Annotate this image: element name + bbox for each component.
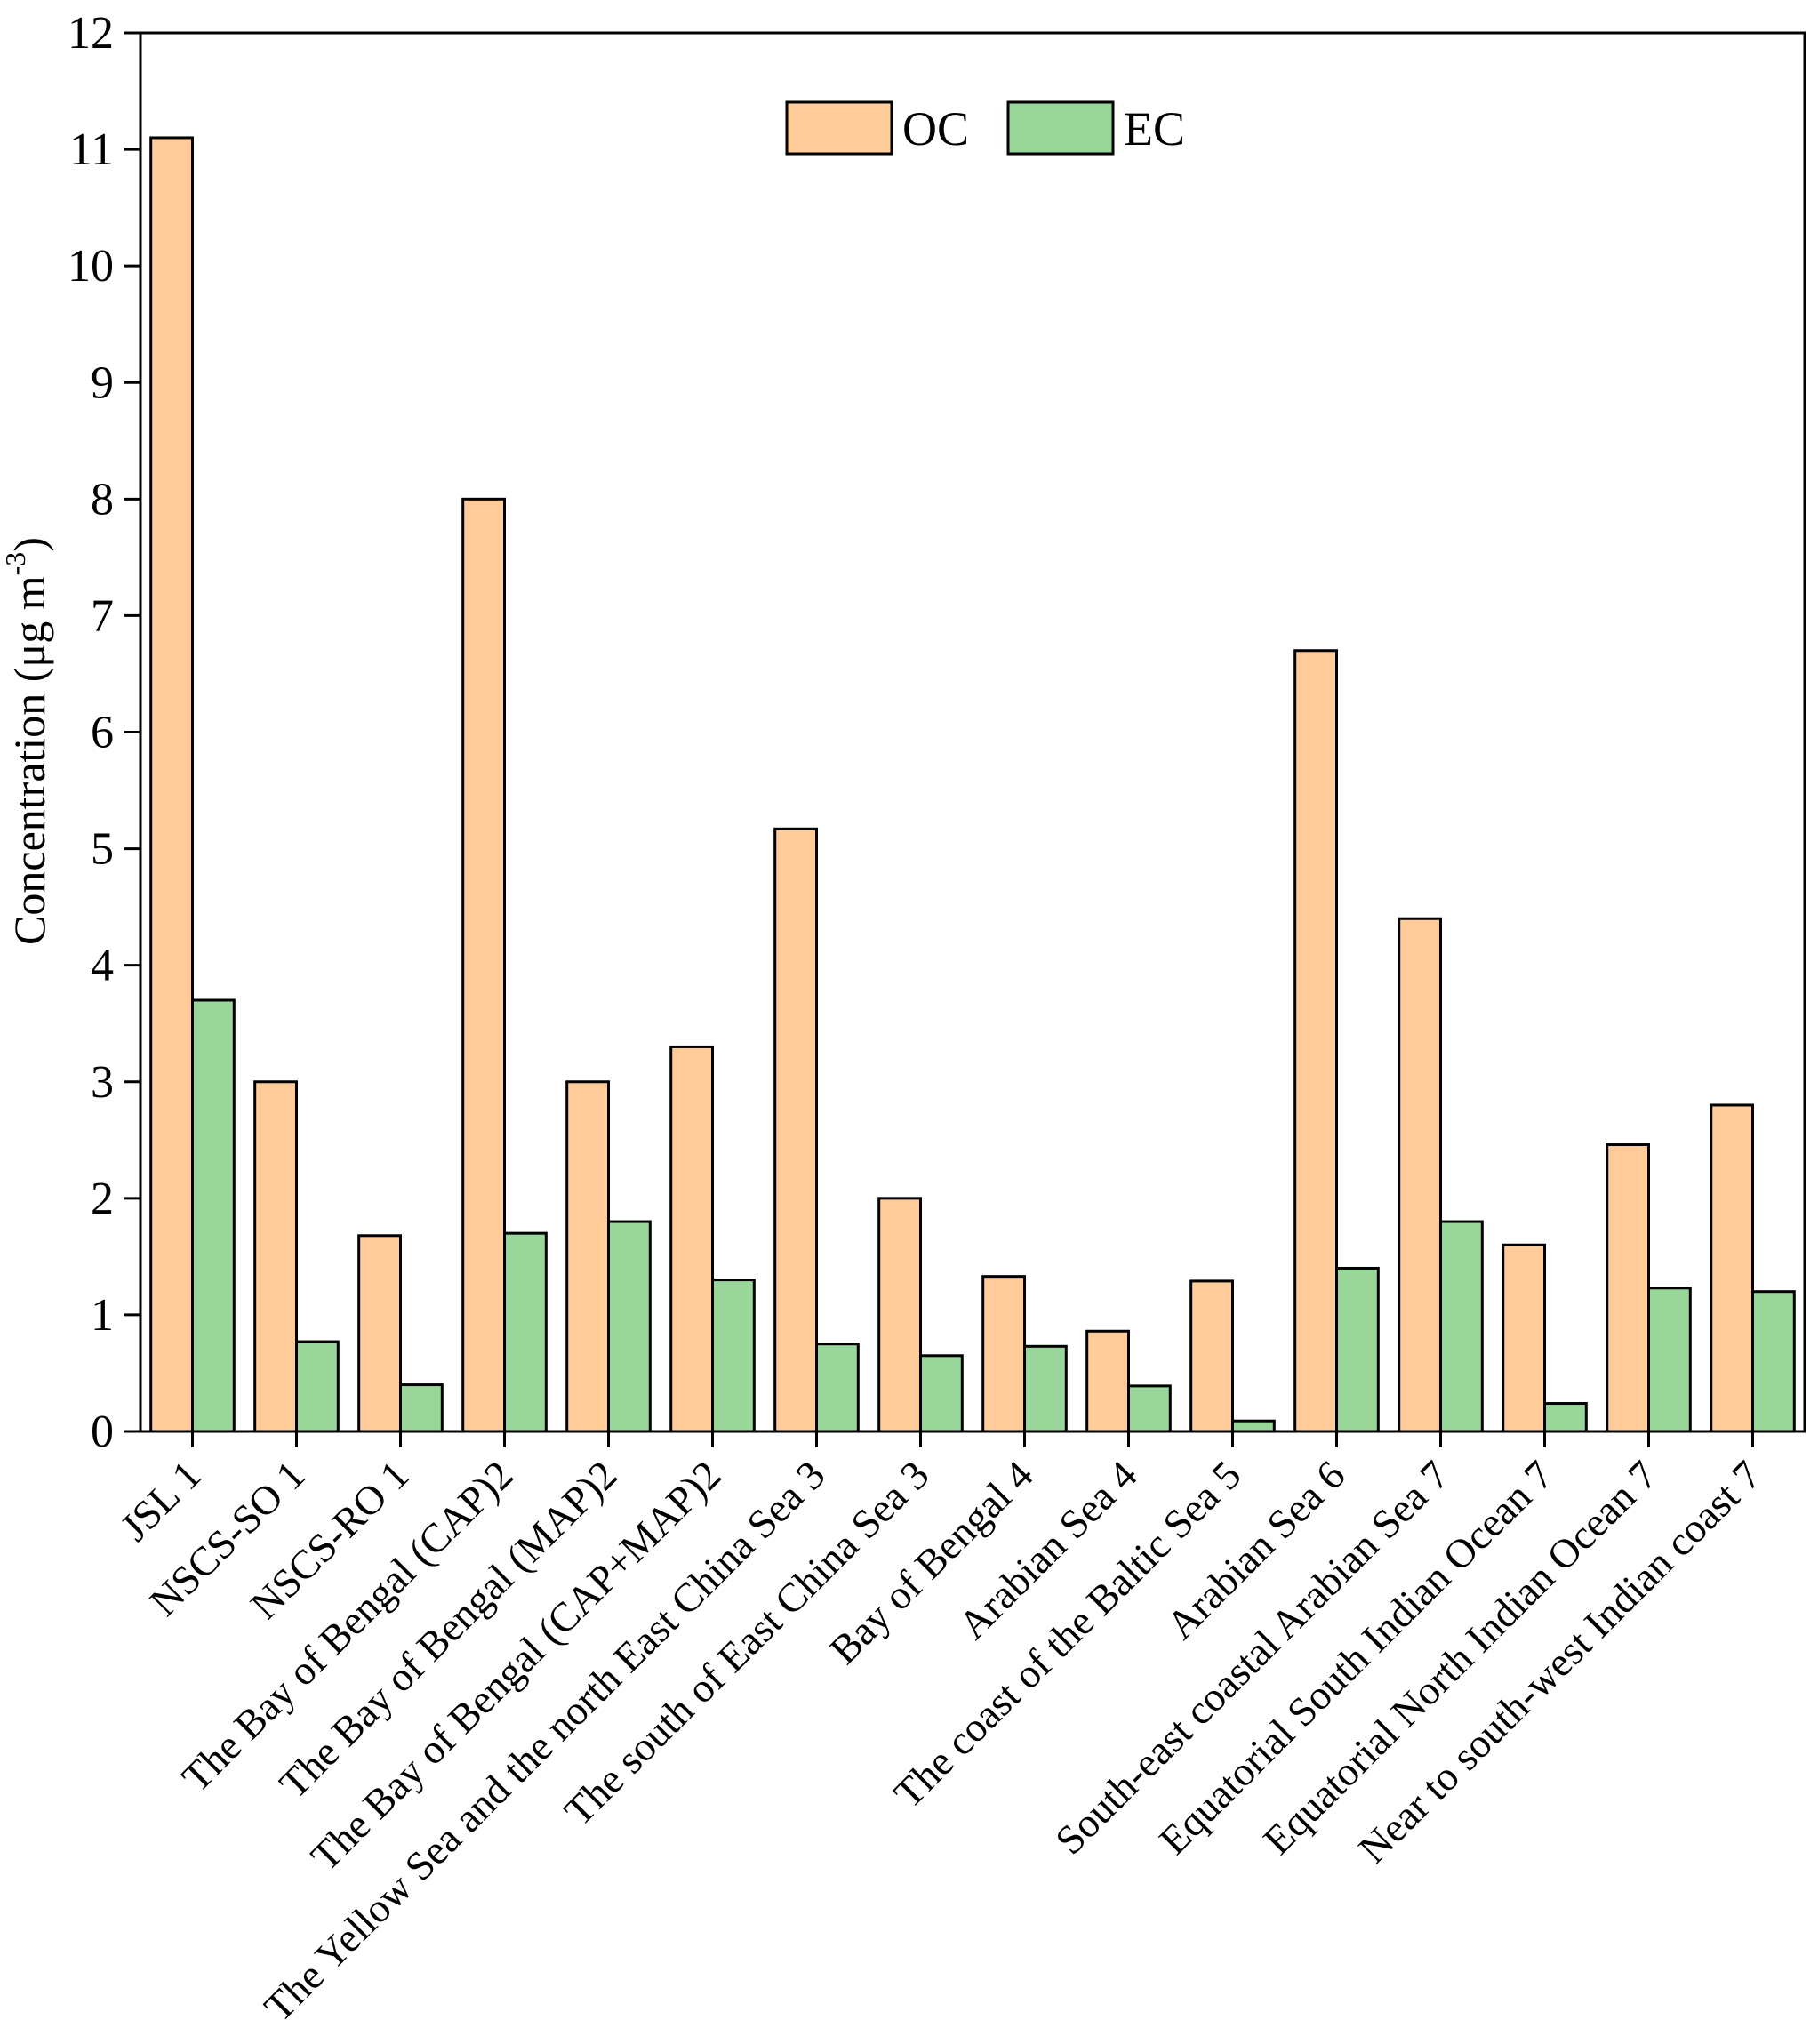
y-tick-label: 4 (91, 941, 114, 991)
y-tick-label: 11 (69, 124, 114, 175)
bar-oc-12 (1398, 917, 1442, 1433)
bar-oc-13 (1502, 1243, 1546, 1433)
y-tick-label: 6 (91, 708, 114, 758)
y-tick-label: 12 (68, 8, 114, 59)
bar-oc-14 (1606, 1143, 1650, 1433)
y-axis-title-superscript: -3 (0, 552, 31, 576)
y-axis-title-main: Concentration (μg m (4, 575, 54, 945)
y-axis-title: Concentration (μg m-3) (0, 537, 54, 945)
bar-oc-10 (1189, 1279, 1234, 1433)
bar-ec-5 (711, 1279, 756, 1433)
bar-ec-3 (503, 1231, 548, 1433)
y-tick-label: 2 (91, 1174, 114, 1224)
bar-ec-11 (1335, 1266, 1380, 1433)
bars-group (149, 136, 1796, 1433)
bar-oc-9 (1085, 1329, 1130, 1433)
y-tick-label: 10 (68, 241, 114, 292)
bar-oc-1 (253, 1080, 299, 1433)
y-tick-label: 0 (91, 1407, 114, 1457)
legend-swatch-ec (1006, 100, 1115, 156)
bar-oc-4 (565, 1080, 611, 1433)
bar-oc-6 (773, 827, 819, 1433)
bar-oc-11 (1293, 649, 1338, 1433)
plot-frame (139, 31, 1806, 1433)
bar-oc-15 (1710, 1103, 1754, 1433)
bar-oc-5 (669, 1045, 715, 1433)
bar-oc-8 (981, 1275, 1026, 1433)
bar-ec-14 (1647, 1287, 1692, 1433)
bar-oc-0 (149, 136, 194, 1433)
y-tick-label: 7 (91, 590, 114, 641)
x-category-label: JSL 1 (112, 1452, 210, 1550)
bar-ec-4 (607, 1220, 652, 1433)
y-axis-title-close: ) (4, 537, 54, 552)
bar-ec-12 (1439, 1220, 1484, 1433)
y-tick-label: 8 (91, 474, 114, 525)
y-tick-label: 9 (91, 357, 114, 408)
legend-label-oc: OC (902, 102, 969, 156)
bar-ec-8 (1023, 1344, 1068, 1433)
bar-ec-1 (295, 1340, 340, 1433)
bar-oc-3 (461, 497, 507, 1433)
bar-ec-10 (1231, 1419, 1276, 1433)
bar-oc-2 (357, 1234, 403, 1433)
bar-ec-9 (1127, 1384, 1172, 1433)
y-tick-label: 1 (91, 1290, 114, 1341)
bar-ec-6 (815, 1343, 860, 1433)
y-tick-label: 5 (91, 824, 114, 875)
bar-ec-13 (1543, 1402, 1588, 1433)
bar-ec-15 (1751, 1290, 1796, 1433)
bar-ec-7 (919, 1354, 964, 1433)
y-tick-label: 3 (91, 1057, 114, 1108)
bar-ec-2 (399, 1383, 444, 1433)
bar-oc-7 (877, 1197, 923, 1433)
legend-label-ec: EC (1124, 102, 1185, 156)
legend: OC EC (785, 100, 1185, 156)
bar-ec-0 (191, 998, 236, 1433)
legend-swatch-oc (785, 100, 893, 156)
